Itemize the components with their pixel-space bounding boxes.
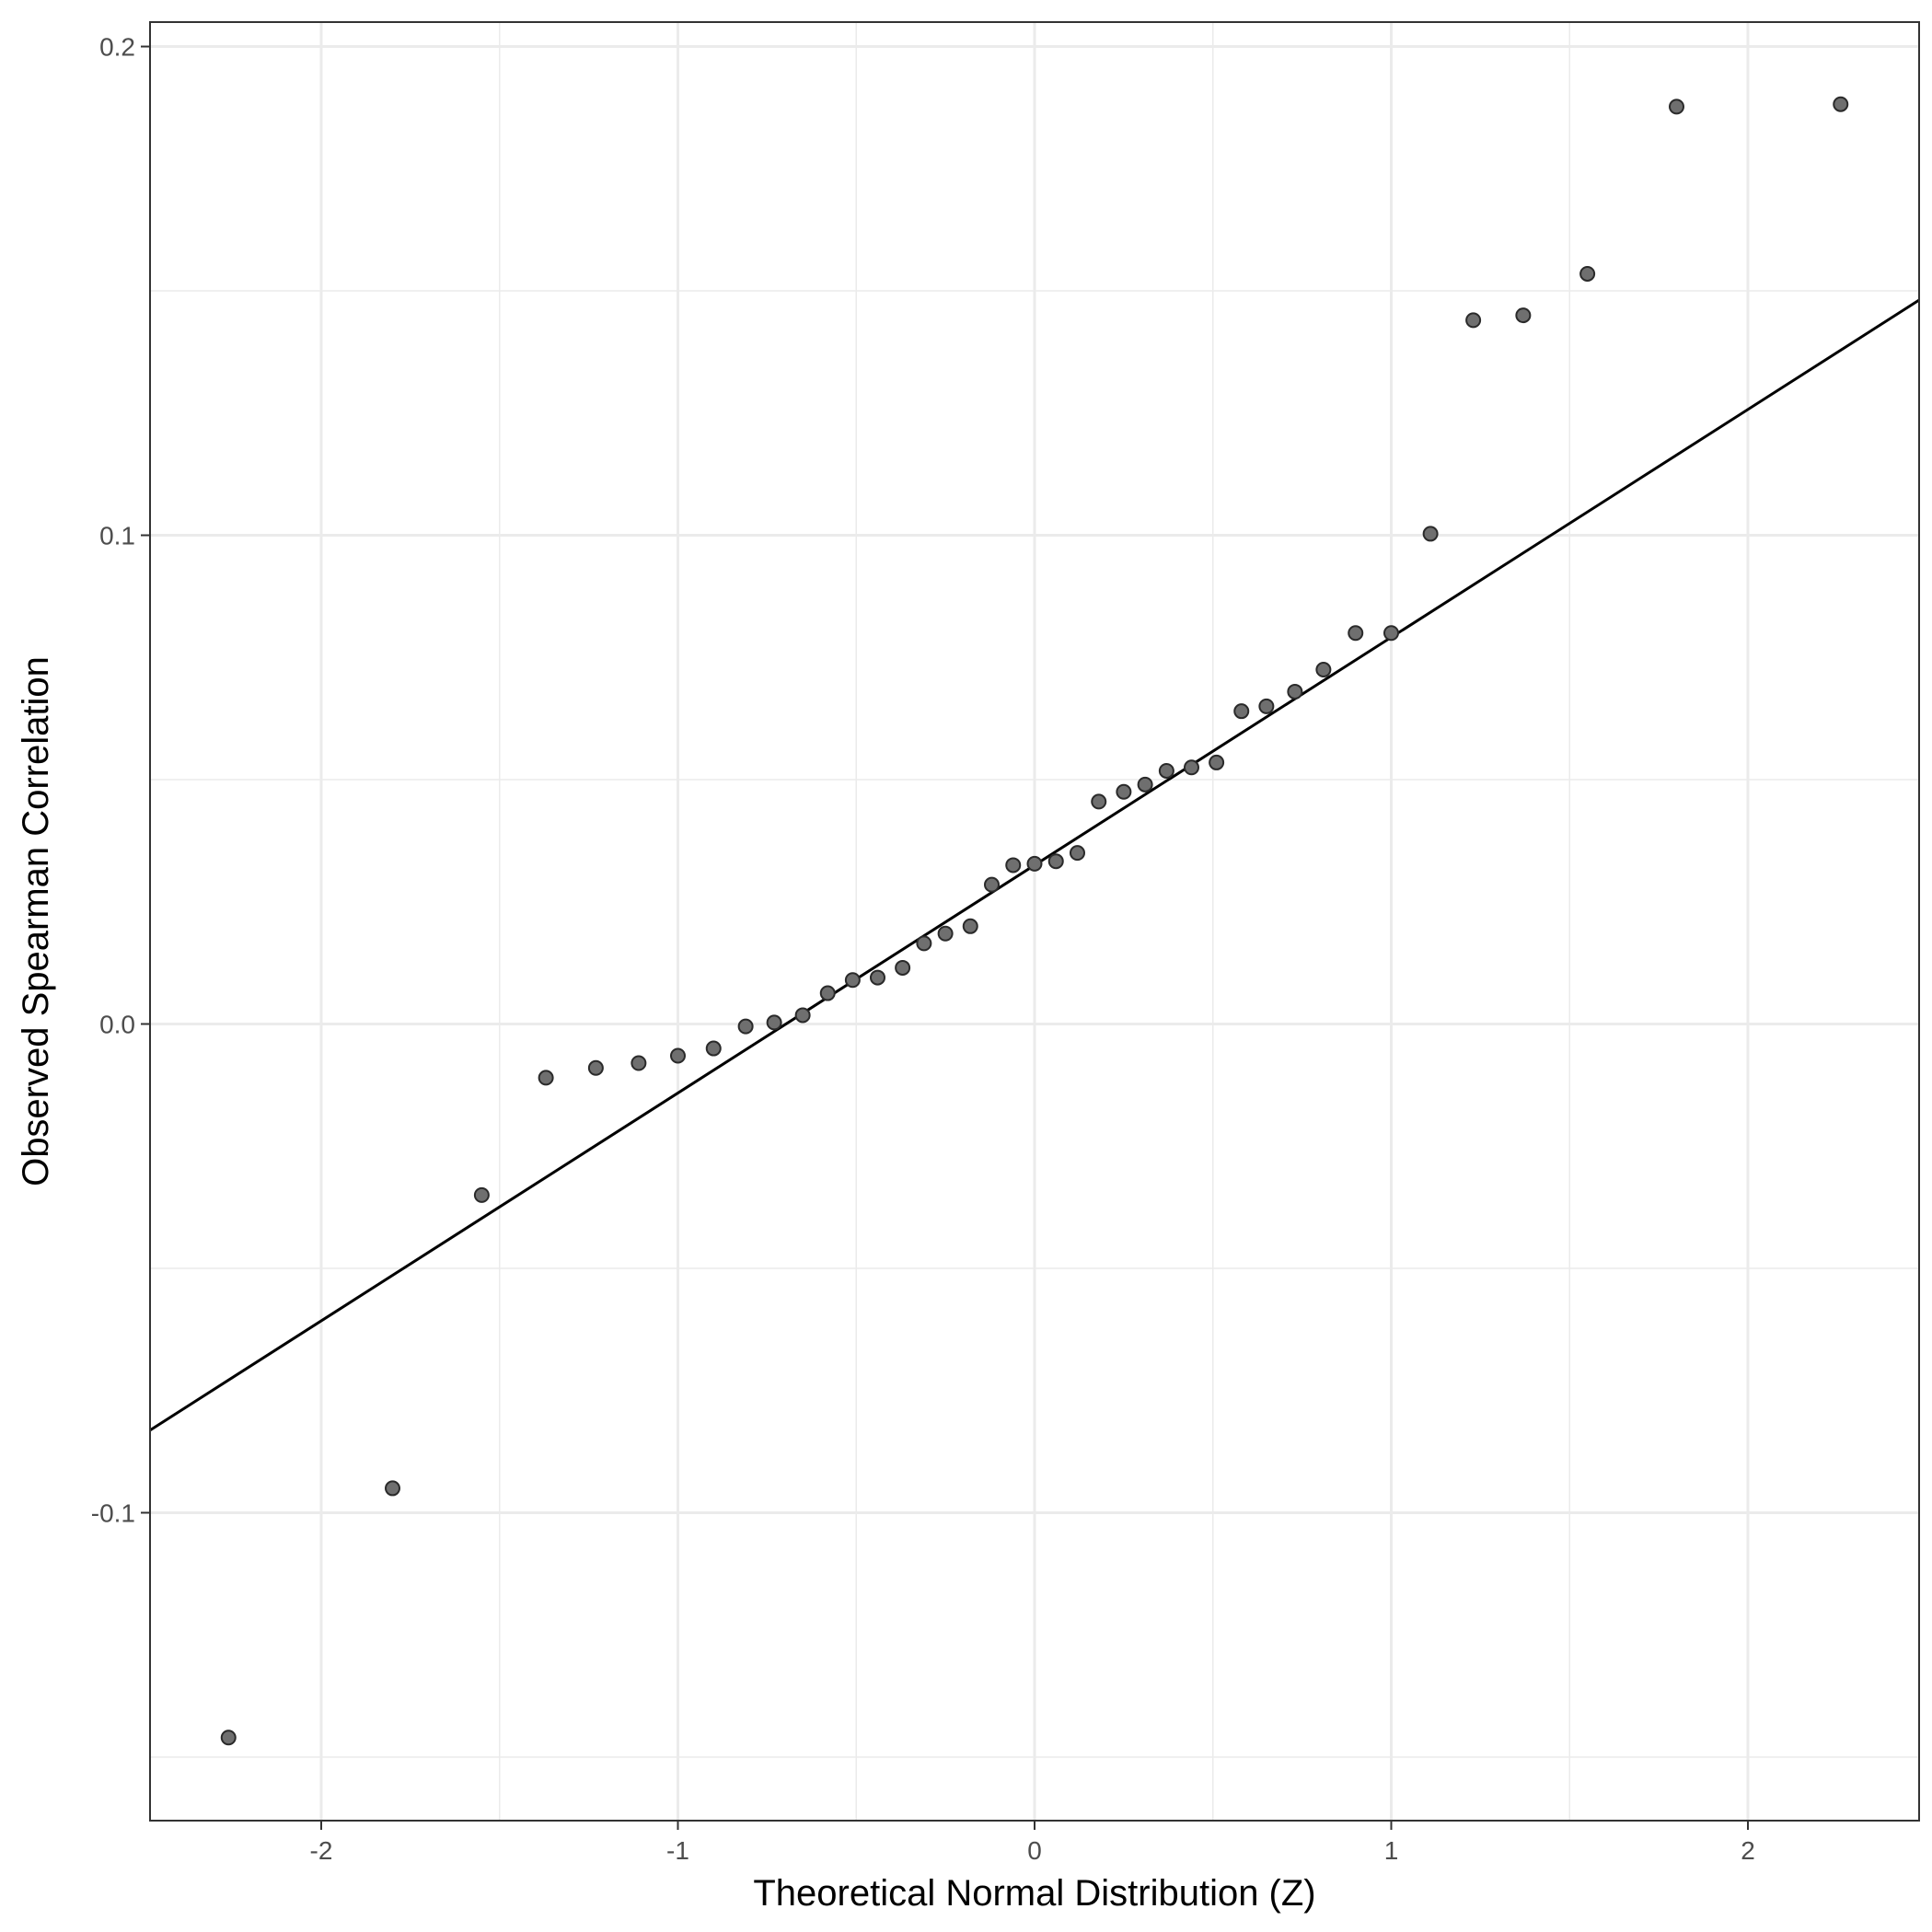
y-tick-label: 0.0 — [99, 1011, 135, 1039]
data-point — [1383, 625, 1399, 642]
data-point — [794, 1007, 811, 1024]
data-point — [1422, 526, 1439, 542]
data-point — [1315, 662, 1332, 678]
data-point — [1287, 683, 1303, 700]
data-point — [473, 1186, 490, 1203]
data-point — [1209, 754, 1225, 770]
data-point — [1833, 96, 1849, 112]
data-point — [937, 925, 954, 942]
x-tick-label: 2 — [1741, 1836, 1755, 1865]
data-point — [1158, 762, 1174, 779]
data-point — [916, 935, 932, 952]
data-point — [705, 1040, 722, 1057]
major-gridlines — [150, 22, 1919, 1821]
y-axis-title: Observed Spearman Correlation — [16, 656, 56, 1186]
data-point — [895, 959, 911, 976]
data-point — [870, 969, 885, 986]
data-point — [1465, 312, 1482, 329]
data-point — [1348, 625, 1364, 642]
data-point — [1184, 759, 1199, 776]
data-point — [1070, 845, 1085, 862]
data-point — [766, 1014, 782, 1031]
data-point — [1233, 703, 1250, 720]
data-point — [1091, 793, 1107, 810]
x-axis-title: Theoretical Normal Distribution (Z) — [753, 1873, 1315, 1914]
data-point — [1258, 698, 1275, 714]
x-tick-label: 1 — [1384, 1836, 1399, 1865]
x-tick-label: -2 — [310, 1836, 333, 1865]
y-tick-label: 0.2 — [99, 33, 135, 62]
y-axis-ticks: -0.1 0.0 0.1 0.2 — [91, 33, 150, 1527]
y-tick-label: 0.1 — [99, 522, 135, 550]
data-point — [1669, 98, 1684, 115]
data-point — [538, 1070, 554, 1086]
y-tick-label: -0.1 — [91, 1498, 135, 1527]
data-point — [1515, 307, 1532, 324]
data-point — [385, 1480, 400, 1497]
data-point — [984, 876, 1000, 893]
x-tick-label: 0 — [1027, 1836, 1042, 1865]
data-point — [670, 1047, 686, 1064]
x-axis-ticks: -2 -1 0 1 2 — [310, 1821, 1755, 1865]
data-point — [1116, 783, 1132, 800]
data-point — [1026, 855, 1043, 872]
data-point — [587, 1059, 604, 1076]
data-points — [220, 96, 1849, 1746]
data-point — [819, 985, 836, 1001]
data-point — [1047, 853, 1064, 870]
data-point — [220, 1730, 237, 1746]
data-point — [1579, 265, 1596, 282]
data-point — [962, 918, 978, 934]
x-tick-label: -1 — [666, 1836, 689, 1865]
data-point — [631, 1055, 647, 1071]
data-point — [737, 1018, 754, 1035]
data-point — [1137, 776, 1153, 792]
data-point — [1005, 857, 1022, 873]
data-point — [844, 972, 861, 989]
